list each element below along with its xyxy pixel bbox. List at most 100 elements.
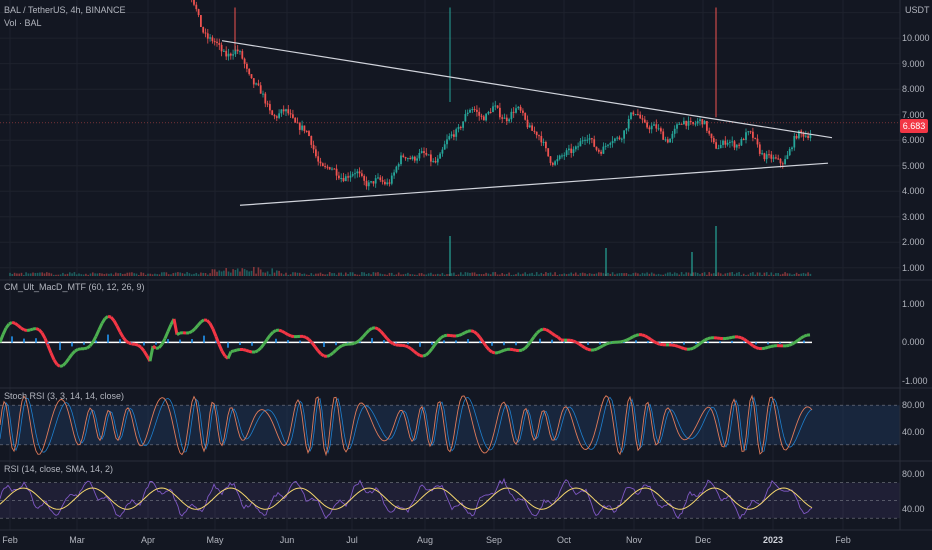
macd-segment [4, 323, 11, 330]
candle-body [515, 108, 517, 113]
macd-segment [331, 349, 338, 355]
volume-bar [324, 274, 326, 276]
macd-segment [310, 341, 317, 348]
candle-body [630, 112, 632, 119]
volume-bar [591, 273, 593, 276]
time-tick-label: Oct [556, 535, 572, 545]
price-tick-label: 10.000 [902, 33, 930, 44]
candle-body [453, 134, 455, 137]
candle-body [324, 166, 326, 168]
candle-body [289, 113, 292, 115]
macd-segment [602, 342, 607, 348]
candle-body [676, 124, 678, 129]
stoch-title[interactable]: Stoch RSI (3, 3, 14, 14, close) [4, 391, 125, 401]
volume-bar [386, 274, 388, 276]
time-tick-label: Jun [279, 535, 295, 545]
volume-bar [98, 273, 101, 276]
candle-body [473, 109, 476, 111]
macd-histogram-bar [95, 340, 97, 343]
trendlines[interactable] [221, 40, 833, 206]
volume-bar [664, 273, 667, 276]
macd-segment [148, 345, 155, 362]
volume-bar [738, 272, 740, 276]
candle-body [213, 41, 216, 43]
volume-bar [671, 273, 674, 276]
candle-body [637, 114, 639, 116]
volume-bar [485, 272, 487, 276]
symbol-title[interactable]: BAL / TetherUS, 4h, BINANCE [4, 5, 126, 15]
candle-body [664, 139, 667, 141]
candle-body [372, 181, 375, 184]
candle-body [432, 160, 435, 162]
volume-bar [36, 272, 39, 276]
volume-bar [478, 273, 480, 276]
candle-body [379, 177, 382, 181]
macd-segment [632, 334, 637, 339]
macd-segment [193, 324, 200, 330]
candle-body [781, 163, 784, 165]
volume-bar [50, 273, 53, 276]
rsi-title[interactable]: RSI (14, close, SMA, 14, 2) [4, 464, 114, 474]
volume-bar [644, 273, 646, 276]
volume-bar [517, 272, 520, 276]
volume-bar [294, 272, 296, 276]
volume-bar [501, 273, 503, 276]
macd-title[interactable]: CM_Ult_MacD_MTF (60, 12, 26, 9) [4, 282, 145, 292]
candle-body [754, 137, 757, 139]
macd-segment [680, 346, 685, 351]
volume-bar [416, 274, 418, 276]
macd-histogram-bar [119, 339, 121, 343]
volume-bar [685, 272, 687, 276]
volume-bar [554, 272, 556, 276]
candle-body [202, 27, 205, 33]
volume-bar [46, 272, 48, 276]
candle-body [248, 68, 251, 75]
macd-segment [356, 338, 361, 344]
volume-bar [232, 269, 234, 276]
macd-segment [623, 338, 628, 343]
macd-segment [656, 341, 661, 346]
volume-bar [266, 271, 269, 276]
candle-body [206, 33, 209, 39]
macd-histogram-bar [167, 339, 169, 343]
candle-body [591, 138, 593, 140]
volume-bar [770, 272, 773, 276]
volume-bar [788, 273, 791, 276]
pane-separators[interactable] [0, 0, 932, 531]
lower-trendline [239, 162, 829, 206]
volume-bar [73, 272, 76, 276]
macd-segment [503, 347, 508, 352]
macd-histogram-bar [335, 342, 337, 346]
volume-bar [614, 274, 616, 276]
candle-body [310, 135, 313, 145]
macd-segment [500, 348, 505, 353]
volume-bar [223, 270, 225, 276]
volume-bar [397, 272, 400, 276]
macd-segment [584, 346, 589, 351]
volume-bar [174, 272, 177, 276]
candle-body [761, 153, 763, 155]
macd-histogram-bar [191, 339, 193, 343]
candle-body [294, 117, 297, 123]
candle-body [788, 149, 791, 156]
volume-bar [802, 272, 805, 276]
macd-segment [302, 334, 307, 339]
current-price-tag: 6.683 [900, 119, 928, 133]
candle-body [347, 176, 349, 178]
macd-segment [455, 333, 460, 338]
candle-body [354, 173, 356, 175]
volume-bar [464, 272, 467, 276]
macd-tick-label: -1.000 [902, 376, 928, 387]
volume-bar [27, 273, 30, 276]
candle-body [699, 119, 701, 122]
volume-title[interactable]: Vol · BAL [4, 18, 42, 28]
macd-segment [313, 345, 320, 352]
time-tick-label: 2023 [762, 535, 784, 545]
volume-bar [328, 272, 331, 276]
volume-bar [611, 272, 614, 276]
volume-bar [13, 272, 16, 276]
candle-body [623, 130, 625, 139]
volume-bar [552, 274, 554, 276]
candle-body [404, 157, 407, 159]
